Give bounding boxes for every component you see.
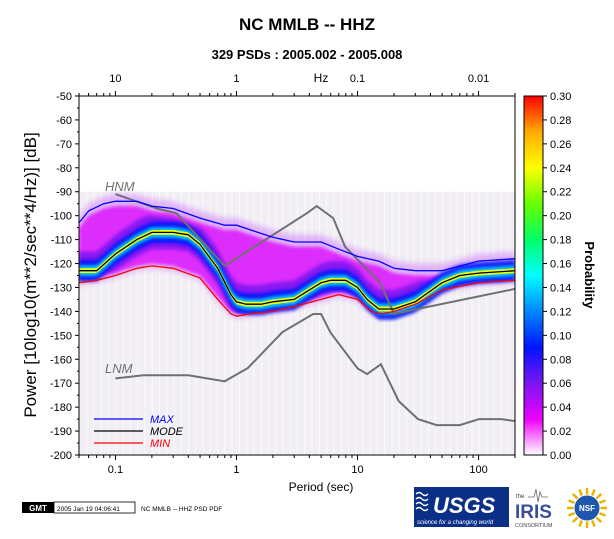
nsf-ray-icon: [598, 499, 606, 505]
lnm-label: LNM: [105, 361, 133, 376]
colorbar-tick-label: 0.06: [550, 378, 571, 390]
x-tick-label: 1: [233, 464, 239, 476]
y-axis-label: Power [10log10(m**2/sec**4/Hz)] [dB]: [21, 132, 40, 417]
plot-caption: NC MMLB -- HHZ PSD PDF: [141, 506, 222, 513]
legend-mode-label: MODE: [150, 426, 184, 438]
colorbar-tick-label: 0.20: [550, 211, 571, 223]
y-tick-label: -50: [56, 91, 72, 103]
colorbar-label: Probability: [582, 241, 597, 309]
y-tick-label: -150: [50, 330, 72, 342]
y-tick-label: -80: [56, 163, 72, 175]
chart-subtitle: 329 PSDs : 2005.002 - 2005.008: [212, 47, 403, 62]
iris-prefix: the: [516, 494, 525, 500]
legend-max-label: MAX: [150, 414, 175, 426]
colorbar-tick-label: 0.12: [550, 306, 571, 318]
colorbar-tick-label: 0.10: [550, 330, 571, 342]
nsf-ray-icon: [590, 489, 596, 497]
iris-sub: CONSORTIUM: [515, 523, 553, 529]
usgs-logo: USGS science for a changing world: [414, 487, 509, 527]
top-tick-label: 0.01: [468, 73, 489, 85]
usgs-wave-icon: [415, 496, 429, 502]
top-tick-label: 10: [109, 73, 121, 85]
usgs-wave-icon: [415, 501, 429, 507]
colorbar-tick-label: 0.18: [550, 235, 571, 247]
timestamp: 2005 Jan 19 04:06:41: [57, 506, 120, 513]
y-tick-label: -70: [56, 139, 72, 151]
iris-seismogram-icon: [528, 488, 548, 503]
top-axis-label: Hz: [314, 71, 329, 85]
y-tick-label: -130: [50, 282, 72, 294]
model-line-lnm: [115, 313, 515, 427]
nsf-ray-icon: [578, 519, 584, 527]
colorbar-tick-label: 0.04: [550, 402, 571, 414]
gmt-label: GMT: [29, 504, 47, 513]
y-tick-label: -180: [50, 402, 72, 414]
series-line-mode: [79, 231, 515, 310]
x-tick-label: 100: [469, 464, 487, 476]
top-tick-label: 1: [233, 73, 239, 85]
iris-logo-text: IRIS: [515, 502, 552, 523]
nsf-ray-icon: [568, 499, 576, 505]
colorbar-tick-label: 0.30: [550, 91, 571, 103]
colorbar-tick-label: 0.22: [550, 187, 571, 199]
legend-min-label: MIN: [150, 438, 170, 450]
nsf-ray-icon: [578, 489, 584, 497]
model-line-hnm: [115, 193, 515, 315]
y-tick-label: -140: [50, 306, 72, 318]
colorbar: [523, 95, 544, 456]
nsf-ray-icon: [595, 516, 603, 524]
y-tick-label: -170: [50, 378, 72, 390]
nsf-ray-icon: [568, 511, 576, 517]
colorbar-tick-label: 0.26: [550, 139, 571, 151]
top-tick-label: 0.1: [350, 73, 365, 85]
colorbar-tick-label: 0.14: [550, 282, 571, 294]
colorbar-tick-label: 0.16: [550, 259, 571, 271]
legend: MAX MODE MIN: [94, 414, 184, 450]
nsf-ray-icon: [590, 519, 596, 527]
colorbar-tick-label: 0.28: [550, 115, 571, 127]
density-band-high: [79, 221, 515, 320]
series-line-min: [79, 265, 515, 317]
colorbar-tick-label: 0.24: [550, 163, 571, 175]
usgs-wave-icon: [415, 491, 429, 497]
nsf-logo-text: NSF: [579, 504, 595, 513]
usgs-logo-text: USGS: [433, 493, 496, 518]
usgs-wave-icon: [415, 506, 429, 512]
nsf-ray-icon: [598, 511, 606, 517]
y-tick-label: -120: [50, 259, 72, 271]
nsf-ray-icon: [595, 492, 603, 500]
series-line-max: [79, 200, 515, 272]
chart-title: NC MMLB -- HHZ: [239, 15, 375, 34]
y-tick-label: -110: [51, 235, 72, 247]
y-tick-label: -100: [50, 211, 72, 223]
colorbar-tick-label: 0.08: [550, 354, 571, 366]
hnm-label: HNM: [105, 179, 135, 194]
nsf-ray-icon: [571, 516, 579, 524]
nsf-ray-icon: [571, 492, 579, 500]
x-axis-label: Period (sec): [289, 480, 354, 494]
nsf-logo: NSF: [567, 488, 607, 528]
y-tick-label: -200: [50, 450, 72, 462]
usgs-tagline: science for a changing world: [417, 520, 494, 526]
y-tick-label: -60: [56, 115, 72, 127]
y-tick-label: -90: [56, 187, 72, 199]
iris-logo: the IRIS CONSORTIUM: [515, 488, 553, 529]
x-tick-label: 0.1: [108, 464, 123, 476]
y-tick-label: -190: [50, 426, 72, 438]
x-tick-label: 10: [351, 464, 363, 476]
gmt-stamp: GMT 2005 Jan 19 04:06:41: [22, 501, 136, 514]
y-tick-label: -160: [50, 354, 72, 366]
colorbar-tick-label: 0.00: [550, 450, 571, 462]
colorbar-tick-label: 0.02: [550, 426, 571, 438]
